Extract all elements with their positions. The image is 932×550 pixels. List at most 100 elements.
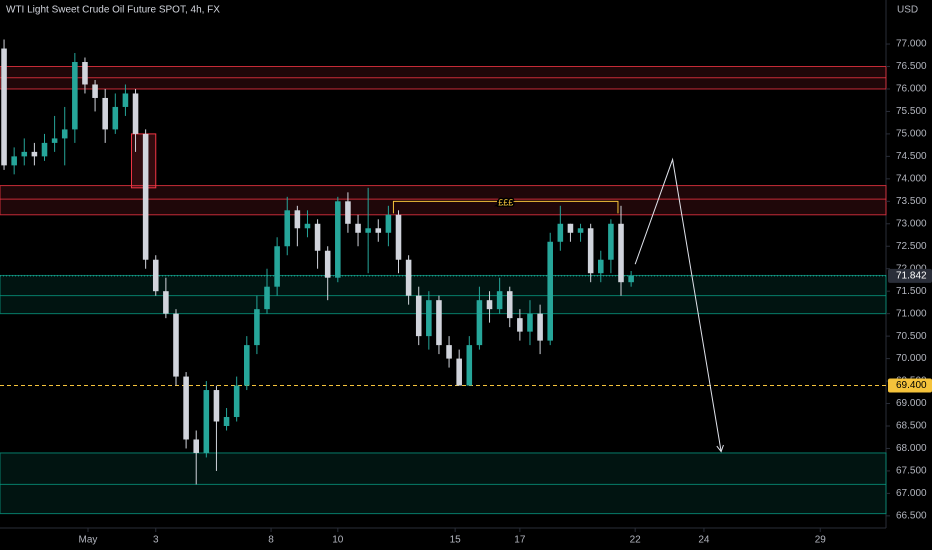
x-tick-label: 29 [815,535,827,546]
y-tick-label: 67.500 [896,466,927,477]
y-tick-label: 73.000 [896,218,927,229]
candle-body [92,84,98,98]
y-tick-label: 74.000 [896,173,927,184]
x-tick-label: May [79,535,98,546]
y-tick-label: 68.500 [896,421,927,432]
candle-body [466,345,473,386]
candle-body [233,385,240,418]
y-tick-label: 74.500 [896,151,927,162]
candle-body [446,345,452,359]
candle-body [415,295,422,337]
candle-body [506,291,513,319]
candle-body [577,228,584,233]
candle-body [264,286,270,310]
zone [0,274,887,315]
candle-body [567,223,574,233]
y-tick-label: 70.000 [896,353,927,364]
candle-body [587,228,594,274]
candle-body [163,291,169,314]
candle-body [31,151,38,157]
x-tick-label: 8 [268,535,274,546]
price-unit: USD [897,5,918,16]
x-tick-label: 24 [698,535,710,546]
candle-body [223,417,230,426]
candle-body [314,223,321,251]
candle-body [11,156,17,166]
y-tick-label: 76.500 [896,61,927,72]
candle-body [274,246,280,287]
x-tick-label: 3 [153,535,159,546]
chart-title: WTI Light Sweet Crude Oil Future SPOT, 4… [6,5,220,16]
candle-body [132,93,139,134]
candle-body [72,62,78,130]
candle-body [152,259,159,292]
last-price-label: 71.842 [896,270,927,281]
y-tick-label: 76.000 [896,84,927,95]
candle-body [517,318,523,332]
candle-body [1,48,7,166]
candle-body [476,300,483,346]
x-tick-label: 15 [450,535,462,546]
x-tick-label: 17 [514,535,526,546]
candle-body [335,201,341,278]
x-tick-label: 10 [332,535,344,546]
target-bracket [392,200,619,214]
candle-body [244,345,250,386]
candle-body [456,358,462,386]
y-tick-label: 73.500 [896,196,927,207]
candle-body [355,223,361,233]
candle-body [142,133,149,260]
candle-body [193,439,199,453]
candle-body [436,300,442,346]
alert-label: 69.400 [896,380,927,391]
candle-body [183,376,189,440]
y-tick-label: 66.500 [896,511,927,522]
candle-body [294,210,301,229]
alert-tag [888,378,932,393]
projection-arrowhead [716,444,724,453]
candle-body [405,259,412,296]
candle-body [486,300,493,310]
candle-body [375,228,382,233]
candle-body [324,250,331,278]
candle-body [608,223,614,260]
candle-body [547,241,553,341]
candle-body [385,214,392,233]
candle-body [51,138,58,143]
y-tick-label: 70.500 [896,331,927,342]
y-tick-label: 68.000 [896,443,927,454]
candle-body [61,129,68,139]
x-tick-label: 22 [630,535,642,546]
last-price-tag [888,268,932,283]
y-tick-label: 77.000 [896,39,927,50]
target-label: £££ [498,198,513,208]
candle-body [213,390,220,422]
candle-body [527,313,533,332]
y-tick-label: 69.000 [896,398,927,409]
candle-body [21,151,28,157]
projection-path [634,157,722,452]
candle-body [284,210,291,247]
candle-body [618,223,624,283]
candle-body [395,214,402,260]
zone [0,452,887,515]
y-tick-label: 72.500 [896,241,927,252]
candle-body [365,228,371,233]
candle-body [41,142,48,157]
zone [0,185,887,216]
candle-body [173,313,179,377]
candle-body [122,93,129,107]
candle-body [203,390,210,453]
y-tick-label: 67.000 [896,488,927,499]
candle-body [496,291,503,310]
candle-body [82,62,88,85]
candle-body [426,300,432,337]
candle-body [597,259,604,274]
candle-body [345,201,351,224]
candle-body [628,275,634,283]
candle-body [537,313,543,341]
candle-body [102,97,108,130]
y-tick-label: 71.500 [896,286,927,297]
y-tick-label: 71.000 [896,308,927,319]
